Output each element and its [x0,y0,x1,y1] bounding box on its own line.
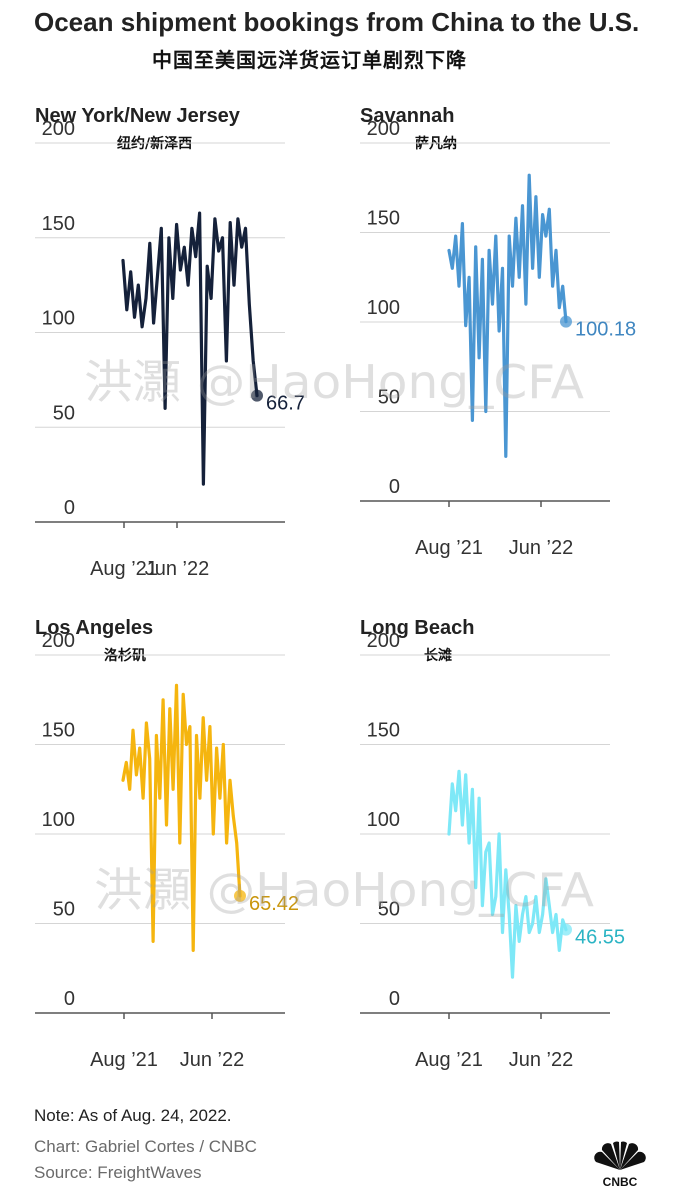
chart-title: Savannah [360,105,454,127]
last-value-label: 100.18 [575,319,636,341]
chart-title: Long Beach [360,617,474,639]
y-tick-label: 0 [64,497,75,519]
series-line [121,683,242,952]
y-tick-label: 100 [42,308,75,330]
y-tick-label: 50 [53,402,75,424]
y-tick-label: 0 [389,988,400,1010]
y-tick-label: 100 [367,297,400,319]
x-tick-label: Aug ’21 [415,537,483,559]
chart-title: Los Angeles [35,617,153,639]
source-line: Source: FreightWaves [34,1163,202,1182]
cnbc-peacock-logo: CNBC [594,1141,646,1189]
page-title-chinese: 中国至美国远洋货运订单剧烈下降 [152,48,467,72]
y-tick-label: 50 [378,899,400,921]
x-tick-label: Jun ’22 [509,1049,574,1071]
y-tick-label: 200 [367,630,400,652]
watermark-text: 洪灝 @HaoHong_CFA [84,355,585,409]
x-tick-label: Aug ’21 [415,1049,483,1071]
y-tick-label: 150 [367,720,400,742]
y-tick-label: 0 [64,988,75,1010]
cnbc-logo-text: CNBC [603,1175,638,1189]
x-tick-label: Jun ’22 [509,537,574,559]
y-tick-label: 100 [367,809,400,831]
y-tick-label: 50 [378,387,400,409]
y-tick-label: 50 [53,899,75,921]
y-tick-label: 200 [367,118,400,140]
series-line [447,173,568,458]
last-value-marker [560,923,572,936]
x-tick-label: Aug ’21 [90,1049,158,1071]
y-tick-label: 200 [42,118,75,140]
chart-credit: Chart: Gabriel Cortes / CNBC [34,1137,257,1156]
last-value-label: 46.55 [575,927,625,949]
last-value-marker [560,315,572,328]
y-tick-label: 150 [367,208,400,230]
y-tick-label: 100 [42,809,75,831]
x-tick-label: Jun ’22 [180,1049,245,1071]
x-tick-label: Jun ’22 [145,558,210,580]
last-value-label: 66.7 [266,393,305,415]
last-value-marker [251,389,263,402]
y-tick-label: 0 [389,476,400,498]
series-line [121,211,259,486]
y-tick-label: 200 [42,630,75,652]
y-tick-label: 150 [42,213,75,235]
series-line [447,769,568,979]
page-title: Ocean shipment bookings from China to th… [34,7,640,37]
last-value-label: 65.42 [249,893,299,915]
chart-panel: New York/New Jersey纽约/新泽西050100150200Aug… [35,105,305,580]
y-tick-label: 150 [42,720,75,742]
watermark-text: 洪灝 @HaoHong_CFA [94,863,595,917]
footnote: Note: As of Aug. 24, 2022. [34,1106,232,1125]
chart-title: New York/New Jersey [35,105,241,127]
x-tick-label: Aug ’21 [90,558,158,580]
last-value-marker [234,889,246,902]
